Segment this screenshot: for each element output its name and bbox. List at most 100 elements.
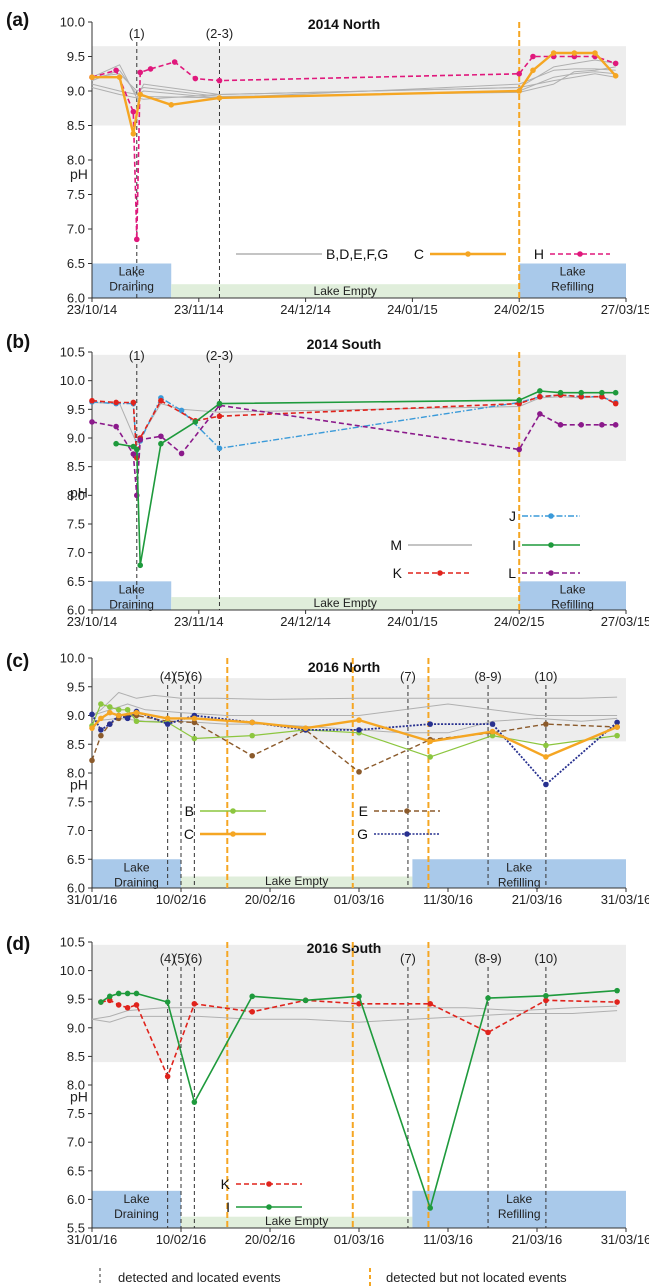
y-tick-label: 9.5 [67, 992, 85, 1007]
event-label: (5) [173, 951, 189, 966]
x-tick-label: 01/03/16 [334, 892, 385, 907]
data-point [191, 715, 198, 722]
data-point [158, 433, 164, 440]
x-tick-label: 10/02/16 [156, 1232, 207, 1247]
data-point [158, 397, 164, 404]
data-point [137, 91, 144, 98]
data-point [124, 1004, 131, 1011]
y-tick-label: 8.0 [67, 1078, 85, 1093]
lake-state-bar [92, 581, 172, 610]
data-point [614, 719, 620, 726]
y-tick-label: 7.0 [67, 545, 85, 560]
y-tick-label: 10.0 [60, 15, 85, 30]
data-point [130, 130, 137, 137]
data-point [113, 423, 119, 430]
lake-state-bar [412, 859, 626, 888]
data-point [557, 389, 564, 396]
data-point [137, 69, 144, 76]
data-point [537, 388, 543, 394]
grey-range-band [92, 354, 626, 461]
footer-unlocated-label: detected but not located events [386, 1270, 567, 1285]
x-tick-label: 11/03/16 [423, 1232, 473, 1247]
data-point [530, 67, 536, 74]
data-point [543, 721, 549, 727]
data-point [89, 725, 95, 731]
lake-state-bar [519, 263, 626, 298]
data-point [115, 990, 122, 997]
y-tick-label: 10.0 [60, 373, 85, 388]
data-point [537, 411, 543, 417]
data-point [191, 1099, 198, 1105]
legend-label: I [226, 1199, 230, 1215]
data-point [516, 397, 522, 403]
data-point [137, 436, 144, 443]
data-point [89, 711, 95, 718]
series-line [91, 1010, 618, 1023]
legend-marker [404, 831, 410, 837]
data-point [216, 413, 223, 420]
lake-state-label: Lake [506, 860, 532, 874]
y-tick-label: 7.5 [67, 794, 85, 809]
data-point [578, 389, 585, 396]
legend-label: K [393, 565, 403, 581]
data-point [599, 393, 605, 400]
data-point [599, 422, 605, 428]
data-point [614, 987, 620, 994]
data-point [543, 781, 549, 788]
chart-title: 2016 South [307, 940, 382, 956]
series-line [91, 1005, 618, 1020]
lake-state-bar [519, 581, 626, 610]
lake-state-label: Lake [123, 1192, 149, 1206]
lake-state-label: Lake [119, 582, 145, 596]
data-point [612, 400, 619, 407]
lake-state-label: Lake Empty [265, 874, 328, 888]
y-tick-label: 8.5 [67, 1049, 85, 1064]
y-tick-label: 7.0 [67, 823, 85, 838]
y-tick-label: 8.5 [67, 737, 85, 752]
legend-label: I [512, 537, 516, 553]
data-point [191, 1000, 198, 1007]
data-point [485, 1029, 491, 1036]
data-point [427, 721, 434, 727]
y-tick-label: 9.0 [67, 708, 85, 723]
data-point [98, 715, 104, 722]
data-point [89, 74, 95, 80]
y-axis-label: pH [70, 777, 88, 793]
event-label: (8-9) [474, 669, 501, 684]
lake-state-bar [92, 859, 181, 888]
event-label: (10) [534, 951, 557, 966]
legend-label: G [357, 826, 368, 842]
data-point [356, 717, 362, 723]
y-tick-label: 9.5 [67, 49, 85, 64]
x-tick-label: 24/01/15 [387, 302, 438, 317]
y-tick-label: 6.5 [67, 852, 85, 867]
data-point [612, 389, 619, 396]
data-point [98, 701, 104, 707]
legend-label: B,D,E,F,G [326, 246, 388, 262]
x-tick-label: 31/03/16 [601, 892, 649, 907]
data-point [543, 997, 549, 1004]
y-tick-label: 9.0 [67, 1020, 85, 1035]
x-tick-label: 01/03/16 [334, 1232, 385, 1247]
data-point [130, 108, 137, 115]
data-point [124, 715, 131, 722]
data-point [133, 990, 140, 997]
data-point [178, 407, 185, 414]
data-point [115, 706, 122, 713]
data-point [489, 732, 496, 739]
data-point [249, 993, 255, 1000]
legend-marker [437, 570, 443, 576]
x-tick-label: 21/03/16 [512, 892, 563, 907]
data-point [107, 997, 113, 1004]
x-tick-label: 31/03/16 [601, 1232, 649, 1247]
data-point [543, 754, 549, 760]
x-tick-label: 20/02/16 [245, 1232, 296, 1247]
event-label: (1) [129, 26, 145, 41]
data-point [124, 990, 131, 997]
data-point [530, 53, 536, 60]
data-point [164, 721, 171, 727]
y-tick-label: 8.5 [67, 118, 85, 133]
data-point [427, 1205, 434, 1211]
data-point [171, 59, 178, 65]
